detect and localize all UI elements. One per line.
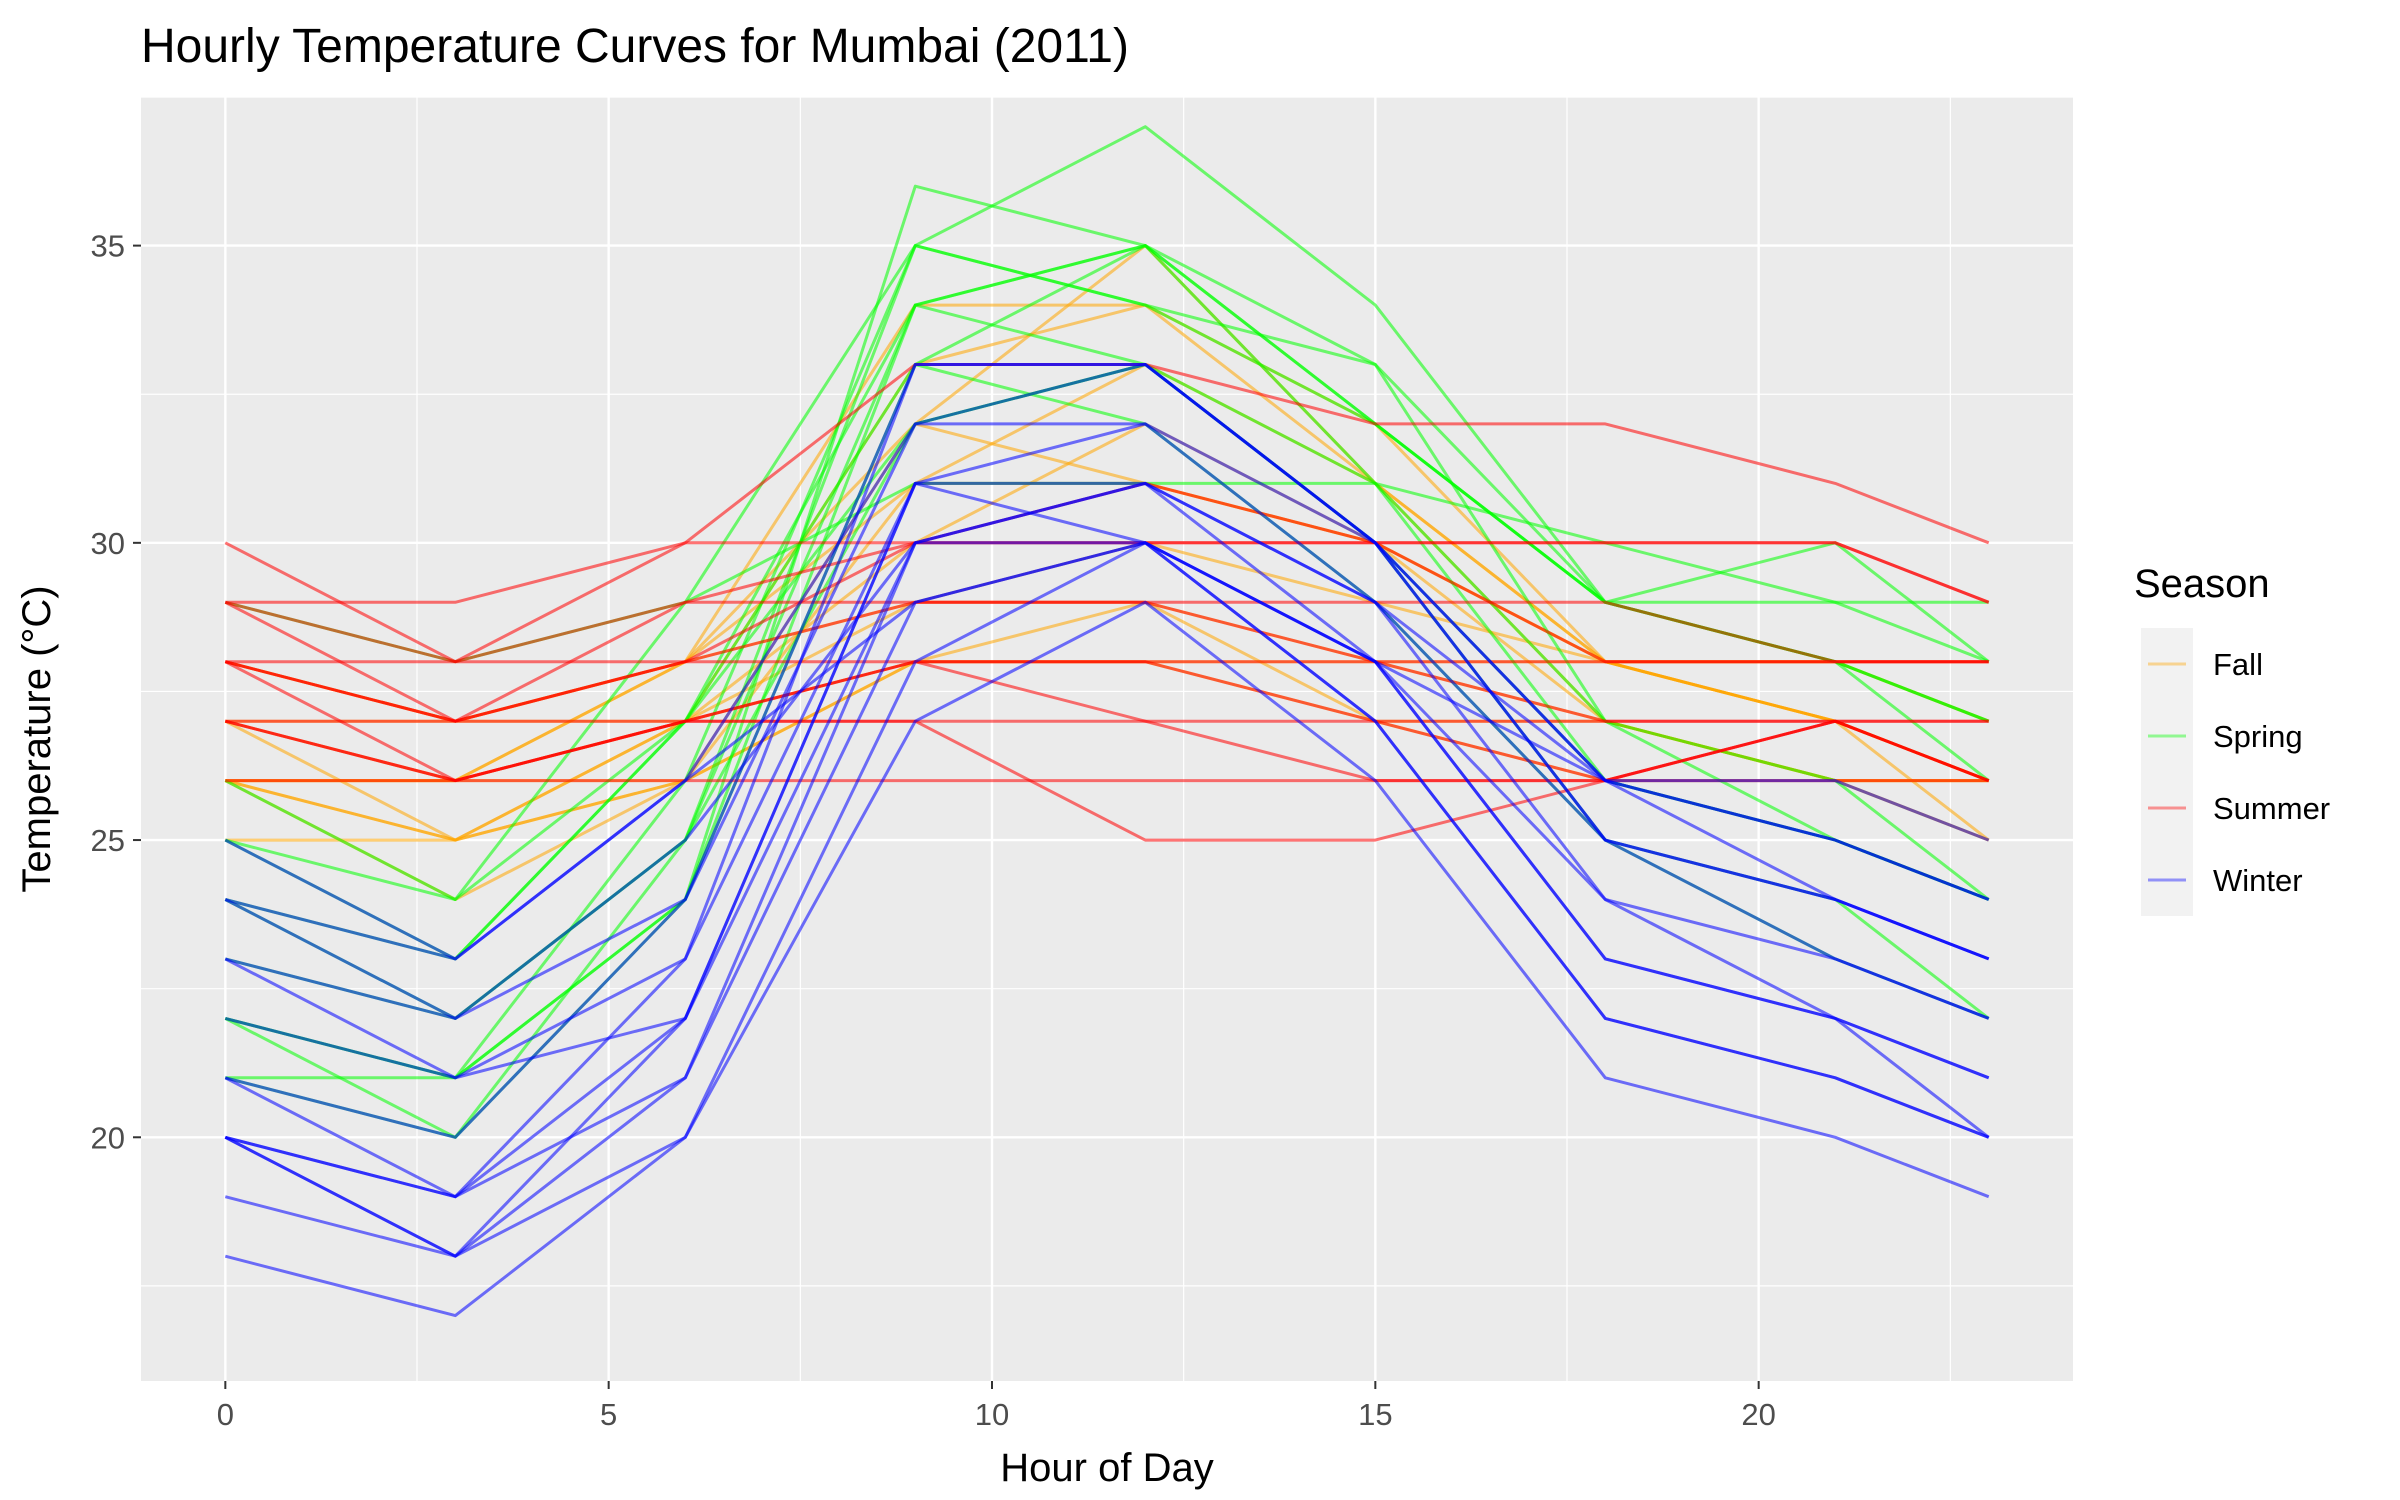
minor-gridlines (141, 96, 2073, 1381)
legend-title: Season (2134, 562, 2270, 606)
x-tick-label: 5 (600, 1397, 617, 1432)
chart-title: Hourly Temperature Curves for Mumbai (20… (141, 20, 1129, 73)
series-lines (224, 125, 1990, 1318)
legend-label-summer: Summer (2213, 791, 2330, 826)
plot-panel (141, 97, 2073, 1381)
legend-key-background (2141, 628, 2193, 916)
legend-items: Fall Spring Summer Winter (2141, 628, 2330, 916)
x-axis: 0 5 10 15 20 (217, 1381, 1776, 1432)
series-line-winter-50 (224, 363, 1990, 961)
legend-label-winter: Winter (2213, 863, 2303, 898)
y-tick-label: 20 (91, 1120, 125, 1155)
series-line-summer-34 (224, 660, 1990, 783)
y-axis-title: Temperature (°C) (15, 585, 59, 892)
major-gridlines (141, 97, 2073, 1381)
legend-label-fall: Fall (2213, 647, 2263, 682)
x-tick-label: 10 (975, 1397, 1009, 1432)
x-tick-label: 15 (1358, 1397, 1392, 1432)
y-axis: 20 25 30 35 (91, 229, 141, 1155)
x-tick-label: 20 (1741, 1397, 1775, 1432)
series-line-winter-48 (224, 541, 1990, 1199)
legend-label-spring: Spring (2213, 719, 2303, 754)
x-tick-label: 0 (217, 1397, 234, 1432)
series-line-winter-41 (224, 600, 1990, 1318)
y-tick-label: 30 (91, 526, 125, 561)
y-tick-label: 25 (91, 823, 125, 858)
y-tick-label: 35 (91, 229, 125, 264)
x-axis-title: Hour of Day (1000, 1446, 1213, 1490)
legend: Season Fall Spring Summer Winter (2134, 562, 2330, 916)
